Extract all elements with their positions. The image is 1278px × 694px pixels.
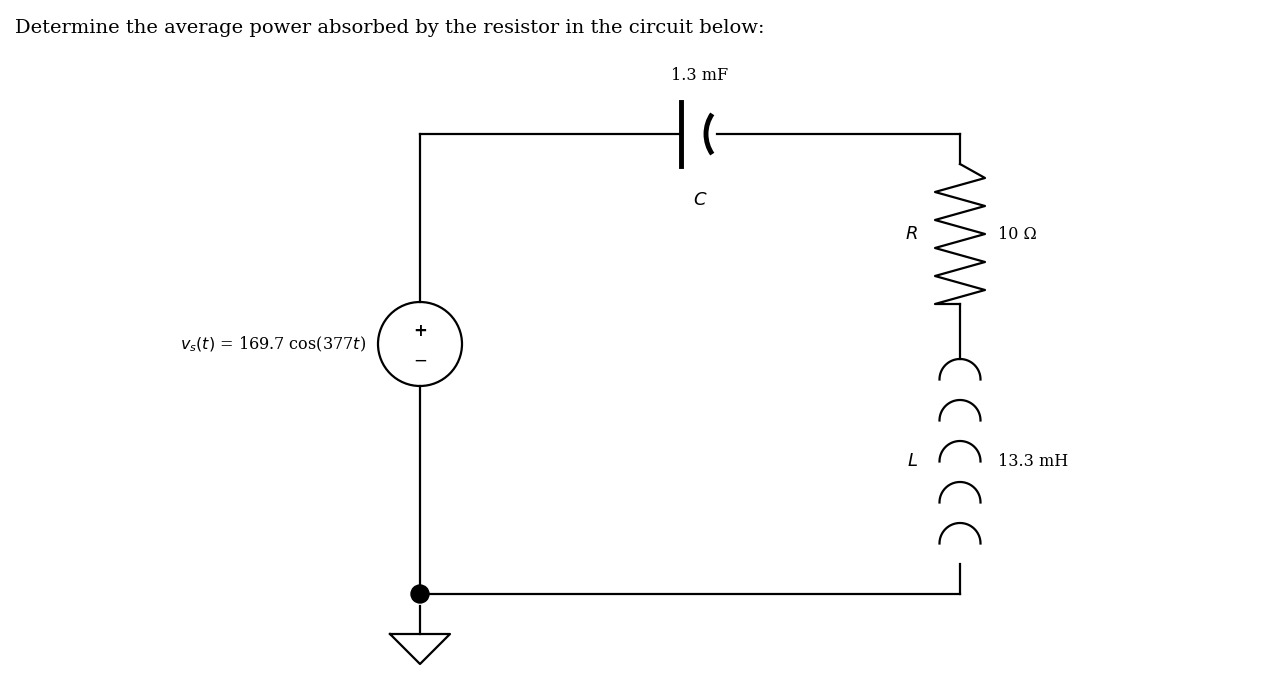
Text: 10 Ω: 10 Ω (998, 226, 1036, 242)
Text: $R$: $R$ (905, 225, 918, 243)
Circle shape (412, 585, 429, 603)
Text: $C$: $C$ (693, 191, 707, 209)
Text: 13.3 mH: 13.3 mH (998, 453, 1068, 470)
Text: $L$: $L$ (907, 452, 918, 471)
Text: Determine the average power absorbed by the resistor in the circuit below:: Determine the average power absorbed by … (15, 19, 764, 37)
Text: $v_s(t)$ = 169.7 cos(377$t$): $v_s(t)$ = 169.7 cos(377$t$) (180, 335, 366, 354)
Text: +: + (413, 322, 427, 340)
Text: 1.3 mF: 1.3 mF (671, 67, 728, 84)
Text: −: − (413, 352, 427, 370)
